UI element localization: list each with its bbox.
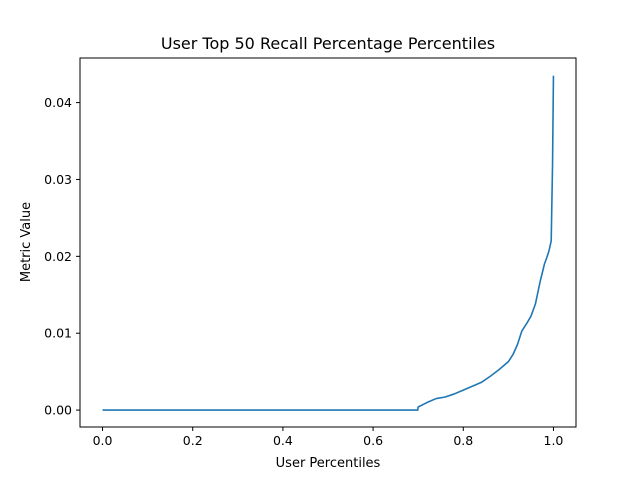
plot-area: 0.0 0.2 0.4 0.6 0.8 1.0 0.00 0.01 0.02 0.03 0.04 bbox=[44, 57, 577, 448]
y-axis-label: Metric Value bbox=[19, 202, 34, 282]
x-tick-label: 0.0 bbox=[93, 433, 113, 448]
x-axis-label: User Percentiles bbox=[276, 456, 381, 471]
y-tick-label: 0.01 bbox=[44, 326, 72, 341]
x-tick-label: 0.4 bbox=[273, 433, 293, 448]
x-tick-label: 0.6 bbox=[363, 433, 383, 448]
x-tick-label: 1.0 bbox=[544, 433, 564, 448]
x-tick-label: 0.8 bbox=[453, 433, 473, 448]
y-tick-label: 0.03 bbox=[44, 172, 72, 187]
y-tick-label: 0.02 bbox=[44, 249, 72, 264]
y-tick-label: 0.04 bbox=[44, 95, 72, 110]
axes-frame bbox=[79, 57, 577, 428]
y-tick-label: 0.00 bbox=[44, 403, 72, 418]
series-line-0 bbox=[102, 75, 555, 411]
x-tick-label: 0.2 bbox=[183, 433, 203, 448]
chart-title: User Top 50 Recall Percentage Percentile… bbox=[161, 34, 495, 53]
